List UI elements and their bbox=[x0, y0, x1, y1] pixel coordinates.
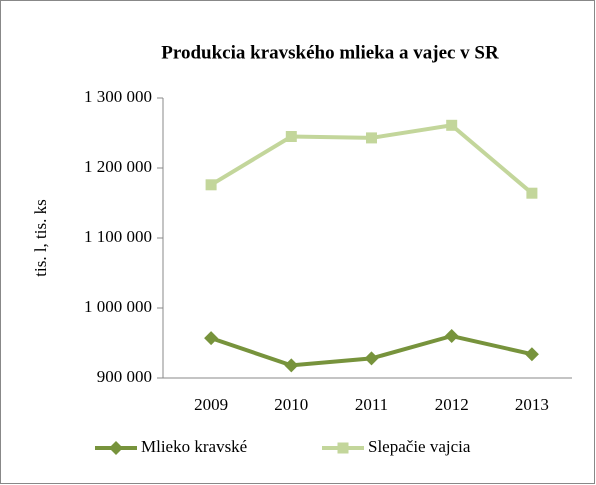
y-tick-label: 1 000 000 bbox=[84, 297, 152, 316]
marker bbox=[337, 442, 349, 454]
marker bbox=[524, 347, 539, 362]
marker bbox=[444, 329, 459, 343]
marker bbox=[366, 132, 377, 144]
x-tick-label: 2011 bbox=[355, 395, 388, 414]
x-tick-label: 2012 bbox=[435, 395, 469, 414]
chart-title: Produkcia kravského mlieka a vajec v SR bbox=[161, 42, 499, 63]
y-axis-label: tis. l, tis. ks bbox=[31, 199, 50, 276]
x-tick-label: 2013 bbox=[515, 395, 549, 414]
legend-label: Slepačie vajcia bbox=[368, 437, 471, 456]
x-tick-label: 2010 bbox=[274, 395, 308, 414]
x-tick-label: 2009 bbox=[194, 395, 228, 414]
marker bbox=[204, 331, 219, 346]
marker bbox=[526, 187, 538, 199]
marker bbox=[285, 131, 297, 142]
marker bbox=[364, 351, 379, 366]
marker bbox=[446, 119, 458, 131]
legend-label: Mlieko kravské bbox=[141, 437, 247, 456]
marker bbox=[284, 358, 299, 373]
marker bbox=[109, 441, 123, 455]
y-tick-label: 1 100 000 bbox=[84, 227, 152, 246]
y-tick-label: 900 000 bbox=[97, 367, 152, 386]
y-tick-label: 1 200 000 bbox=[84, 157, 152, 176]
y-tick-label: 1 300 000 bbox=[84, 87, 152, 106]
marker bbox=[205, 179, 217, 191]
